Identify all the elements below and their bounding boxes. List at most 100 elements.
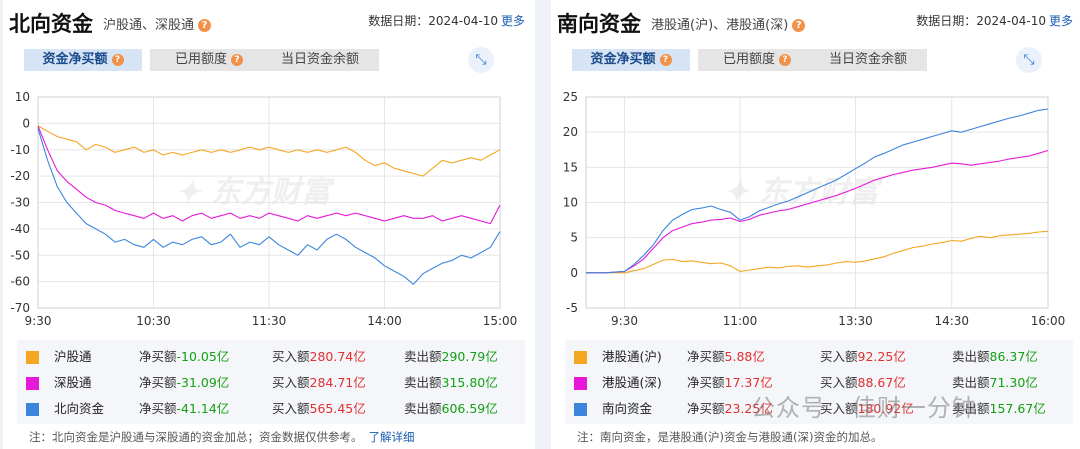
x-tick-label: 10:30 (136, 314, 171, 328)
legend-row-hk-sh: 港股通(沪) 净买额5.88亿 买入额92.25亿 卖出额86.37亿 (565, 344, 1073, 370)
net-value: -41.14亿 (176, 401, 230, 416)
footnote: 注：南向资金，是港股通(沪)资金与港股通(深)资金的加总。 (577, 429, 882, 445)
y-tick-label: 25 (563, 90, 578, 104)
sell-value: 157.67亿 (989, 401, 1046, 416)
legend-swatch (574, 403, 587, 416)
tab-label: 已用额度 (174, 52, 227, 67)
tab-label: 当日资金余额 (828, 52, 907, 67)
date-value: 2024-04-10 (428, 14, 498, 28)
help-icon: ? (231, 54, 243, 66)
help-icon: ? (111, 54, 124, 66)
tab-balance[interactable]: 当日资金余额 (261, 49, 379, 71)
net-label: 净买额 (139, 375, 177, 390)
net-label: 净买额 (687, 375, 725, 390)
net-value: -31.09亿 (176, 375, 230, 390)
y-tick-label: -5 (566, 301, 578, 315)
buy-value: 88.67亿 (857, 375, 906, 390)
sell-label: 卖出额 (404, 401, 442, 416)
legend-name: 沪股通 (54, 349, 92, 364)
tab-net-buy[interactable]: 资金净买额? (572, 49, 690, 71)
panel-subtitle: 港股通(沪)、港股通(深)? (651, 14, 806, 33)
southbound-line-chart: ✦ 东方财富 25 20 15 10 5 0 -5 9:30 11:00 13:30 14:30 16:… (563, 90, 1066, 328)
legend-row-sz: 深股通 净买额-31.09亿 买入额284.71亿 卖出额315.80亿 (17, 370, 525, 396)
panel-title: 北向资金 (9, 12, 93, 36)
y-tick-label: 20 (563, 125, 578, 139)
sell-value: 606.59亿 (441, 401, 498, 416)
learn-more-link[interactable]: 了解详细 (368, 430, 415, 444)
y-tick-label: -40 (10, 222, 30, 236)
date-label: 数据日期： (916, 14, 977, 28)
buy-label: 买入额 (272, 401, 310, 416)
legend-row-north: 北向资金 净买额-41.14亿 买入额565.45亿 卖出额606.59亿 (17, 396, 525, 422)
watermark-logo: ✦ 东方财富 (723, 175, 883, 210)
y-tick-label: 5 (570, 231, 578, 245)
buy-value: 92.25亿 (857, 349, 906, 364)
watermark-logo: ✦ 东方财富 (175, 175, 335, 210)
legend-name: 港股通(沪) (602, 349, 662, 364)
net-value: 5.88亿 (724, 349, 765, 364)
y-tick-label: -70 (10, 301, 30, 315)
plot-frame (37, 96, 501, 309)
northbound-line-chart: ✦ 东方财富 10 0 -10 -20 -30 -40 -50 -60 -709:30 10:30 1… (10, 90, 517, 328)
sell-value: 315.80亿 (441, 375, 498, 390)
sell-label: 卖出额 (952, 401, 990, 416)
expand-icon[interactable]: ⤡ (468, 47, 494, 73)
x-tick-label: 9:30 (25, 314, 52, 328)
legend-name: 港股通(深) (602, 375, 662, 390)
tab-used-quota[interactable]: 已用额度? (698, 49, 816, 71)
southbound-panel: 南向资金 港股通(沪)、港股通(深)? 数据日期：2024-04-10 更多 资金… (551, 0, 1080, 449)
tab-used-quota[interactable]: 已用额度? (150, 49, 268, 71)
tab-label: 资金净买额 (42, 52, 108, 67)
help-icon[interactable]: ? (198, 19, 212, 32)
data-date: 数据日期：2024-04-10 更多 (368, 12, 525, 29)
buy-value: 180.92亿 (857, 401, 914, 416)
net-label: 净买额 (687, 349, 725, 364)
footnote: 注：北向资金是沪股通与深股通的资金加总；资金数据仅供参考。 了解详细 (29, 429, 415, 445)
series-line-沪股通 (37, 125, 501, 177)
series-line-南向资金 (586, 108, 1049, 274)
y-tick-label: -50 (10, 248, 30, 262)
y-tick-label: 0 (570, 266, 578, 280)
net-value: 17.37亿 (724, 375, 773, 390)
legend-swatch (574, 377, 587, 390)
legend-row-south: 南向资金 净买额23.25亿 买入额180.92亿 卖出额157.67亿 (565, 396, 1073, 422)
y-tick-label: -60 (10, 275, 30, 289)
x-tick-label: 16:00 (1031, 314, 1066, 328)
tab-net-buy[interactable]: 资金净买额? (24, 49, 142, 71)
sell-value: 71.30亿 (989, 375, 1038, 390)
net-value: 23.25亿 (724, 401, 773, 416)
y-tick-label: -20 (10, 169, 30, 183)
help-icon[interactable]: ? (792, 19, 806, 32)
x-tick-label: 9:30 (611, 314, 638, 328)
legend-name: 北向资金 (54, 401, 105, 416)
x-tick-label: 14:00 (367, 314, 402, 328)
buy-label: 买入额 (272, 349, 310, 364)
panel-subtitle: 沪股通、深股通? (103, 14, 212, 33)
panel-title: 南向资金 (557, 12, 641, 36)
legend-table: 沪股通 净买额-10.05亿 买入额280.74亿 卖出额290.79亿 深股通… (17, 340, 525, 424)
footnote-text: 注：南向资金，是港股通(沪)资金与港股通(深)资金的加总。 (577, 430, 883, 444)
sell-label: 卖出额 (952, 349, 990, 364)
tab-label: 已用额度 (722, 52, 775, 67)
sell-label: 卖出额 (404, 375, 442, 390)
y-tick-label: -10 (10, 143, 30, 157)
more-link[interactable]: 更多 (500, 14, 525, 28)
buy-label: 买入额 (820, 375, 858, 390)
buy-value: 565.45亿 (309, 401, 366, 416)
legend-row-sh: 沪股通 净买额-10.05亿 买入额280.74亿 卖出额290.79亿 (17, 344, 525, 370)
data-date: 数据日期：2024-04-10 更多 (916, 12, 1073, 29)
tab-label: 当日资金余额 (280, 52, 359, 67)
x-tick-label: 14:30 (934, 314, 969, 328)
legend-table: 港股通(沪) 净买额5.88亿 买入额92.25亿 卖出额86.37亿 港股通(… (565, 340, 1073, 424)
y-tick-label: 10 (563, 196, 578, 210)
buy-label: 买入额 (272, 375, 310, 390)
sell-value: 290.79亿 (441, 349, 498, 364)
tab-balance[interactable]: 当日资金余额 (809, 49, 927, 71)
legend-name: 南向资金 (602, 401, 653, 416)
more-link[interactable]: 更多 (1048, 14, 1073, 28)
panel-subtitle-text: 沪股通、深股通 (103, 18, 195, 33)
expand-icon[interactable]: ⤡ (1016, 47, 1042, 73)
y-tick-label: -30 (10, 196, 30, 210)
date-label: 数据日期： (368, 14, 429, 28)
series-line-深股通 (37, 125, 501, 225)
